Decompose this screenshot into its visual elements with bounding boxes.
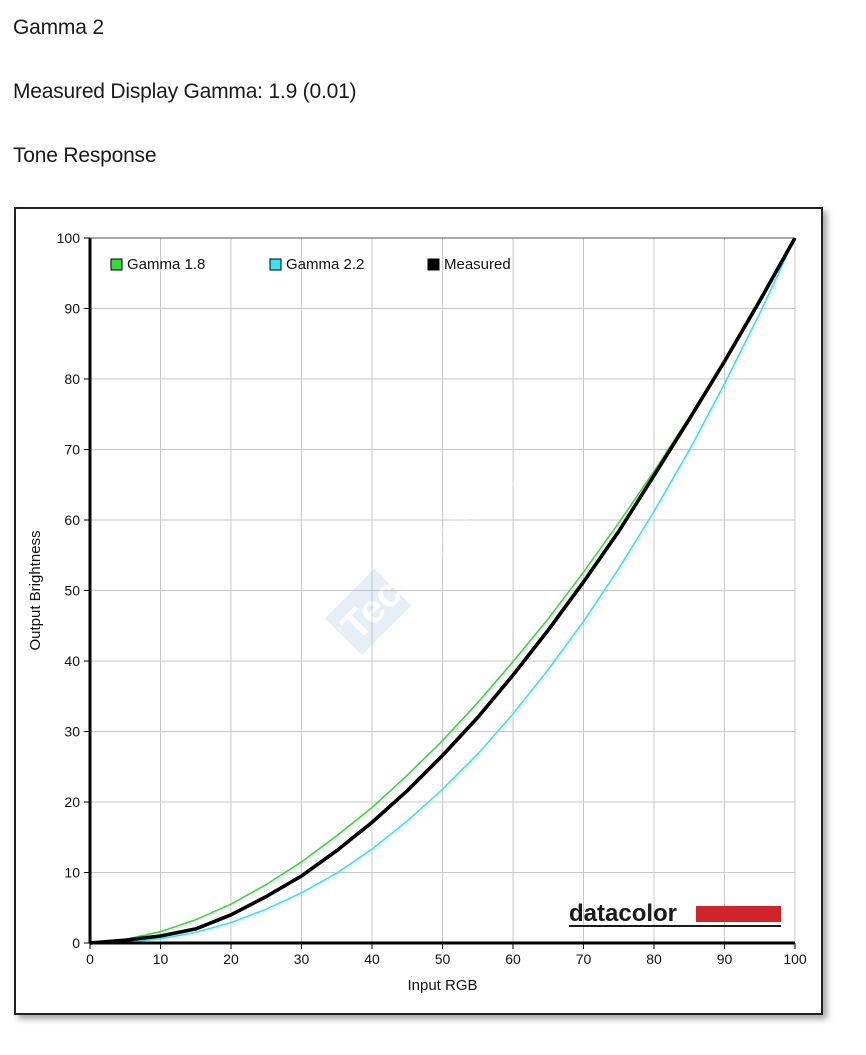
x-axis-label: Input RGB: [407, 977, 477, 994]
logo-underline: [569, 925, 781, 927]
y-tick-label: 20: [64, 794, 80, 810]
x-tick-label: 80: [646, 951, 662, 967]
legend-label: Gamma 1.8: [127, 256, 205, 273]
x-tick-label: 70: [576, 951, 592, 967]
measured-gamma-text: Measured Display Gamma: 1.9 (0.01): [13, 80, 357, 103]
y-tick-label: 60: [64, 512, 80, 528]
x-tick-label: 20: [223, 951, 239, 967]
legend-label: Gamma 2.2: [286, 256, 364, 273]
y-tick-label: 10: [64, 865, 80, 881]
page-title: Gamma 2: [13, 16, 104, 39]
x-tick-label: 100: [783, 951, 807, 967]
tone-response-chart: Technews.lt 0 10 20 30 40 50 60 70 80 90 100 0 10 20 3…: [14, 207, 823, 1015]
tone-response-svg: Technews.lt 0 10 20 30 40 50 60 70 80 90 100 0 10 20 3…: [27, 230, 807, 994]
logo-red-bar: [696, 906, 781, 922]
x-tick-label: 90: [717, 951, 733, 967]
legend: Gamma 1.8 Gamma 2.2 Measured: [110, 256, 511, 273]
x-tick-label: 30: [294, 951, 310, 967]
y-tick-label: 100: [57, 230, 81, 246]
y-tick-label: 30: [64, 724, 80, 740]
watermark: Technews.lt: [324, 458, 524, 656]
series-lines: [89, 237, 797, 945]
x-tick-label: 0: [86, 951, 94, 967]
x-tick-label: 60: [505, 951, 521, 967]
x-tick-label: 10: [153, 951, 169, 967]
datacolor-logo: datacolor: [569, 900, 781, 927]
y-tick-label: 0: [72, 935, 80, 951]
legend-swatch: [269, 258, 282, 271]
watermark-text: Technews.lt: [333, 458, 524, 649]
y-tick-label: 50: [64, 583, 80, 599]
legend-label: Measured: [444, 256, 511, 273]
y-tick-label: 80: [64, 371, 80, 387]
x-tick-label: 50: [435, 951, 451, 967]
y-tick-label: 70: [64, 442, 80, 458]
grid-lines: [90, 237, 796, 943]
y-axis-label: Output Brightness: [27, 530, 44, 650]
y-tick-label: 40: [64, 653, 80, 669]
y-tick-label: 90: [64, 301, 80, 317]
legend-swatch: [427, 258, 440, 271]
series-line: [89, 237, 797, 945]
section-title: Tone Response: [13, 144, 157, 167]
logo-text: datacolor: [569, 900, 677, 927]
legend-swatch: [110, 258, 123, 271]
x-tick-label: 40: [364, 951, 380, 967]
series-line: [89, 237, 796, 944]
tick-labels: 0 10 20 30 40 50 60 70 80 90 100 0 10 20 30 40 50 60 70 80 9…: [57, 230, 807, 967]
